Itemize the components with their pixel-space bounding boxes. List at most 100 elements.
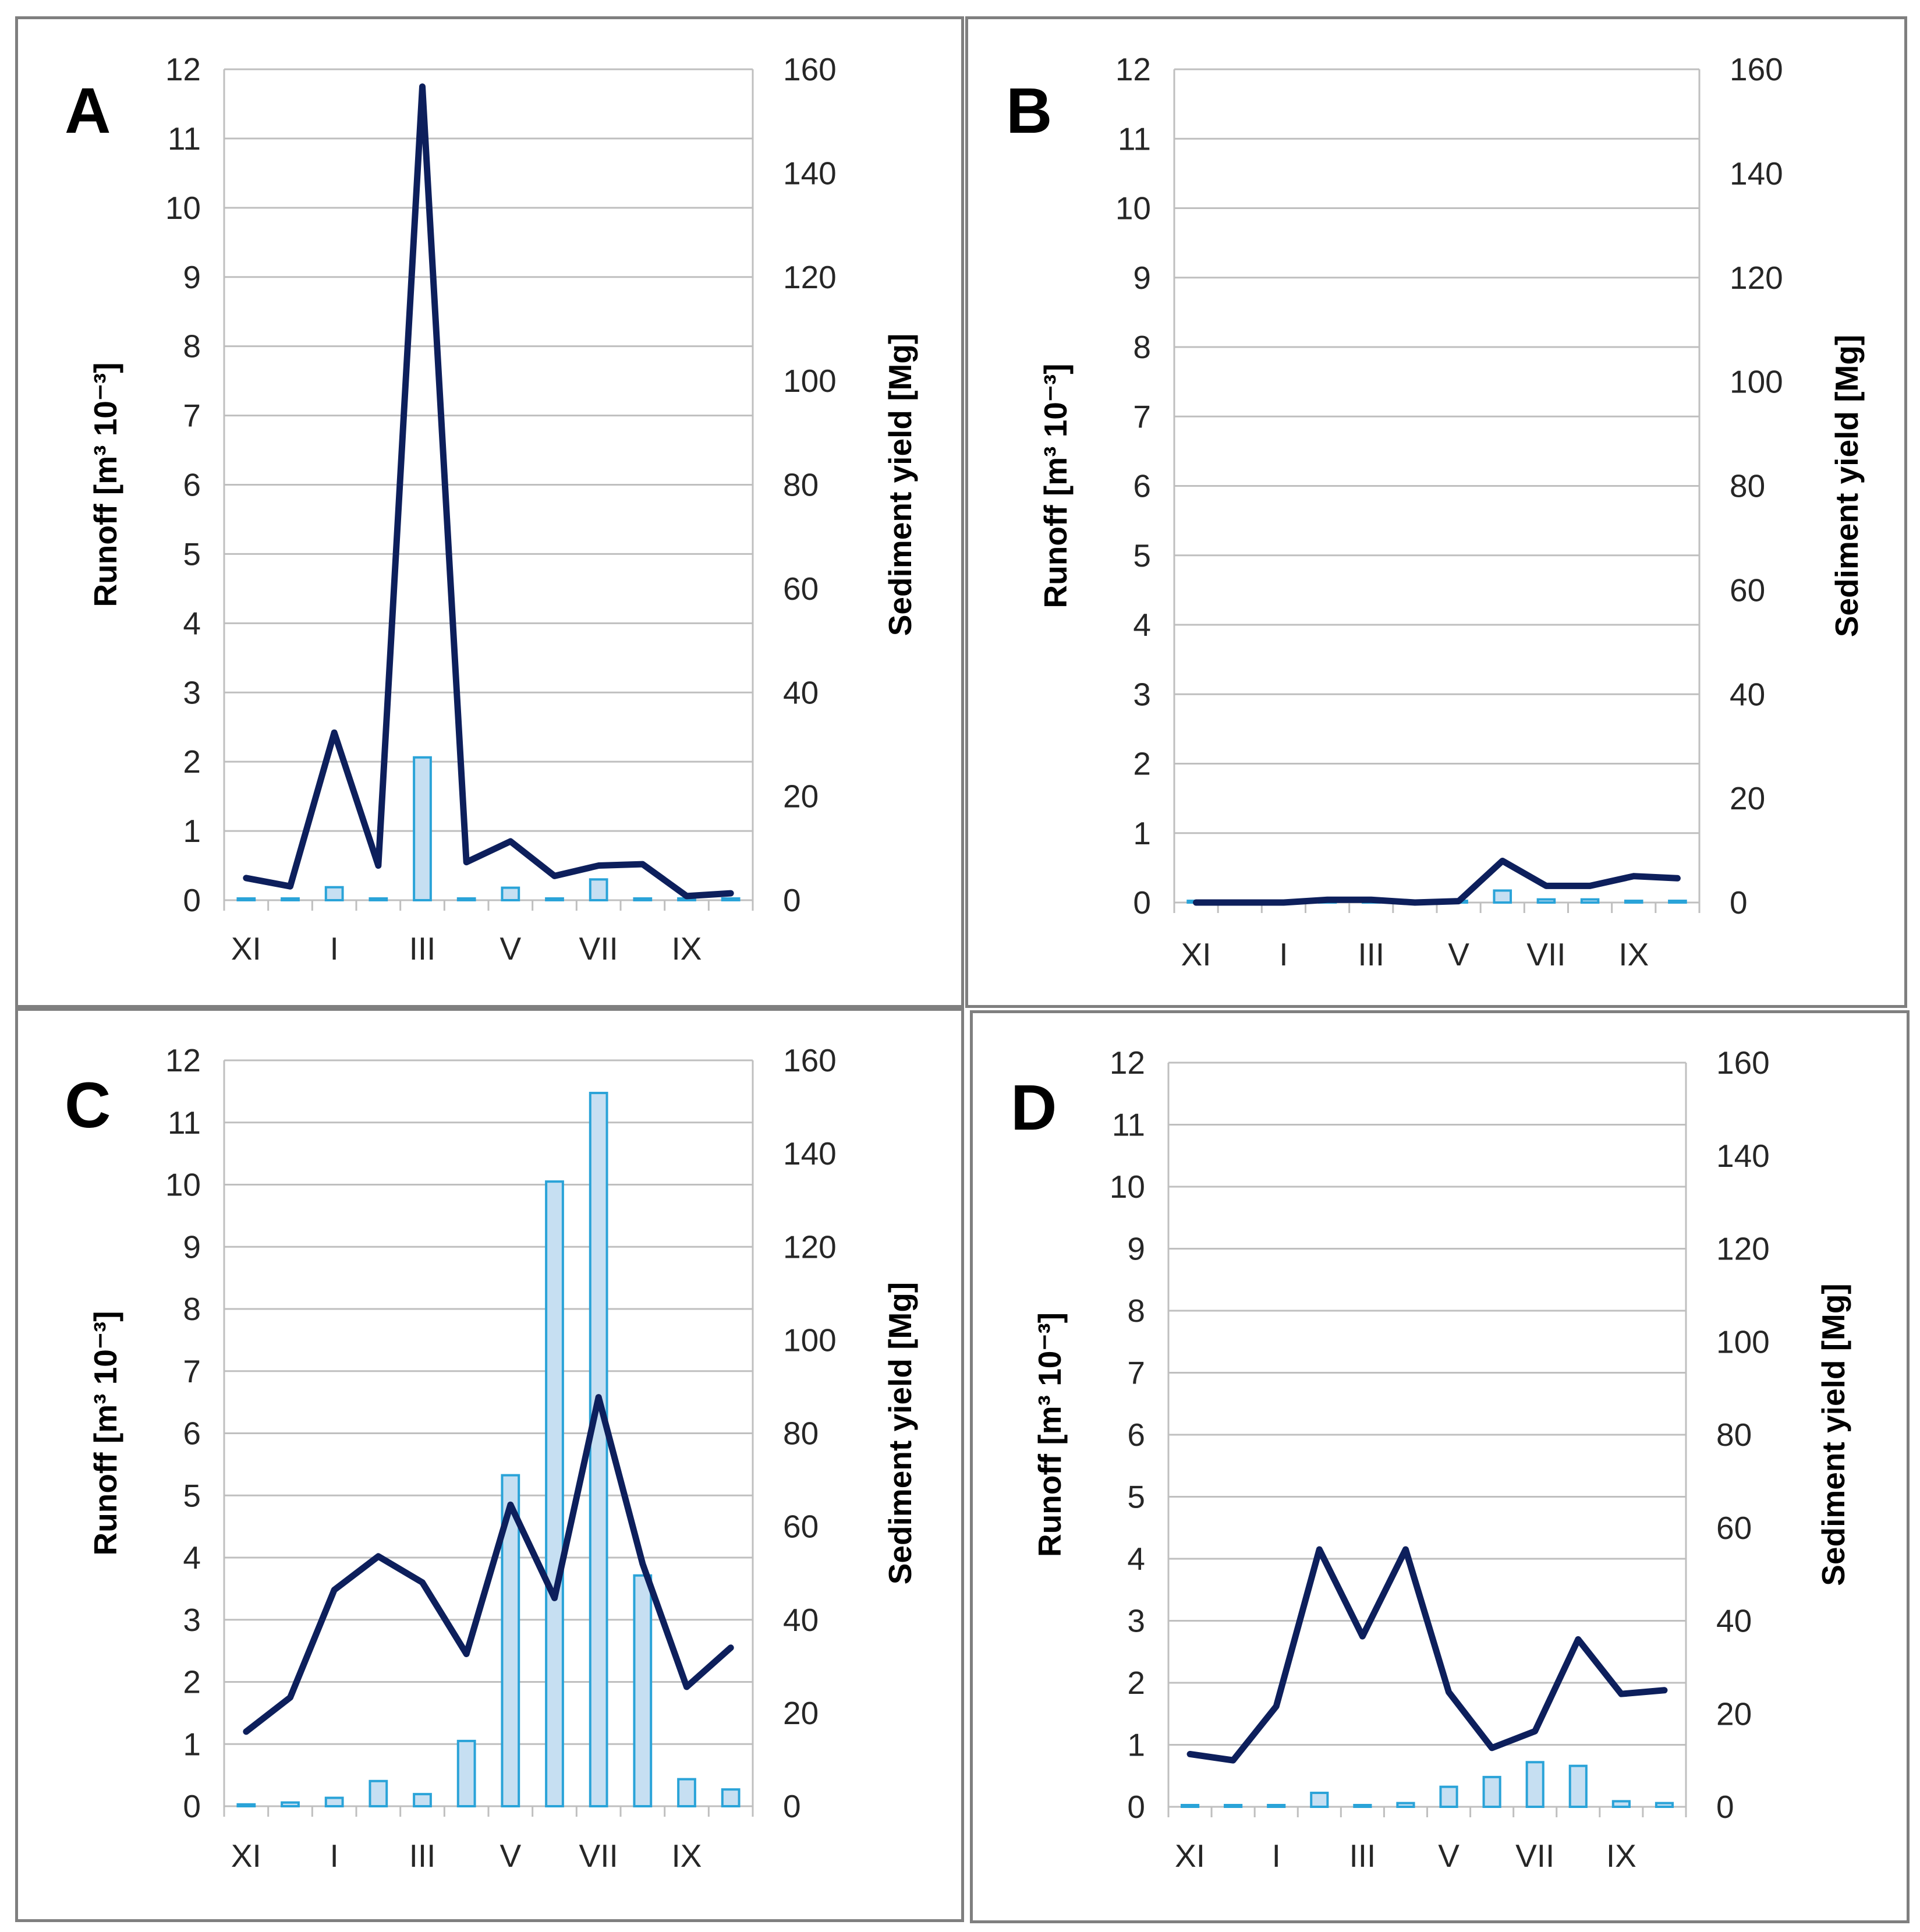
x-tick-label: III: [409, 930, 436, 967]
y2-axis-title: Sediment yield [Mg]: [882, 334, 918, 636]
x-tick-label: IX: [672, 1838, 702, 1874]
y-tick-label: 2: [183, 744, 201, 780]
x-tick-label: I: [1279, 936, 1288, 972]
y2-tick-label: 100: [1730, 364, 1783, 400]
y2-tick-label: 0: [1716, 1789, 1734, 1825]
x-tick-label: XI: [1175, 1838, 1205, 1874]
y2-tick-label: 80: [1730, 468, 1765, 504]
sediment-bar: [1536, 898, 1556, 904]
panel-b: 0 1 2 3 4 5 6 7 8 9 10 11 12 0 20 40 60 80 100 120 140 160 XI I…: [965, 16, 1907, 1008]
sediment-bar: [456, 897, 476, 901]
y2-tick-label: 40: [783, 1602, 819, 1638]
y-tick-label: 11: [168, 1105, 201, 1141]
y2-tick-label: 40: [783, 674, 819, 710]
sediment-bar: [545, 1180, 564, 1808]
y-tick-label: 11: [1118, 121, 1151, 157]
x-tick-label: V: [500, 1838, 521, 1874]
sediment-bar: [1180, 1804, 1200, 1808]
sediment-bar: [677, 1778, 696, 1807]
panel-c: 0 1 2 3 4 5 6 7 8 9 10 11 12 0 20 40 60 80 100 120 140 160 XI I…: [15, 1008, 964, 1922]
y2-tick-label: 160: [783, 51, 837, 87]
y2-tick-label: 140: [783, 155, 837, 191]
y-tick-label: 3: [183, 1602, 201, 1638]
y-tick-label: 10: [165, 190, 201, 226]
y2-tick-label: 100: [783, 363, 837, 399]
y2-tick-label: 140: [1716, 1138, 1770, 1174]
sediment-bar: [281, 897, 300, 901]
y-tick-label: 8: [183, 1291, 201, 1327]
y2-tick-label: 20: [783, 1695, 819, 1731]
y-axis-title: Runoff [m³ 10⁻³]: [1037, 363, 1074, 608]
x-tick-label: VII: [1515, 1838, 1554, 1874]
panel-letter: C: [65, 1070, 111, 1141]
y-tick-label: 11: [168, 121, 201, 157]
y2-tick-label: 160: [783, 1042, 837, 1078]
y2-tick-label: 120: [1730, 260, 1783, 296]
y-tick-label: 0: [1127, 1789, 1145, 1825]
y-tick-label: 5: [1127, 1479, 1145, 1515]
y-tick-label: 1: [1133, 815, 1151, 851]
y-tick-label: 7: [183, 1353, 201, 1389]
sediment-bar: [1493, 889, 1512, 904]
y-tick-label: 10: [165, 1167, 201, 1203]
y-tick-label: 6: [183, 467, 201, 503]
sediment-bar: [721, 897, 741, 901]
x-tick-label: I: [1272, 1838, 1281, 1874]
y-tick-label: 4: [1127, 1541, 1145, 1577]
y2-tick-label: 140: [783, 1135, 837, 1172]
y2-tick-label: 100: [1716, 1324, 1770, 1360]
y-tick-label: 4: [183, 1540, 201, 1576]
y2-axis-title: Sediment yield [Mg]: [1815, 1283, 1851, 1586]
sediment-bar: [633, 897, 653, 901]
y-tick-label: 12: [165, 1042, 201, 1078]
y-tick-label: 5: [183, 1477, 201, 1513]
y2-tick-label: 80: [1716, 1417, 1752, 1453]
sediment-bar: [1525, 1761, 1544, 1808]
y-axis-title: Runoff [m³ 10⁻³]: [87, 1311, 123, 1555]
sediment-bar: [721, 1788, 741, 1807]
y-tick-label: 9: [1133, 260, 1151, 296]
sediment-bar: [501, 886, 520, 901]
y-tick-label: 9: [183, 259, 201, 295]
sediment-bar: [413, 756, 432, 901]
y-tick-label: 10: [1110, 1169, 1145, 1205]
y-tick-label: 7: [1133, 398, 1151, 434]
y-tick-label: 6: [1127, 1417, 1145, 1453]
x-tick-label: III: [409, 1838, 436, 1874]
y-tick-label: 10: [1115, 190, 1151, 227]
sediment-bar: [1310, 1792, 1329, 1808]
y-tick-label: 3: [183, 674, 201, 710]
panel-letter: D: [1011, 1072, 1057, 1144]
y2-tick-label: 40: [1716, 1603, 1752, 1639]
y2-axis-title: Sediment yield [Mg]: [1829, 335, 1865, 638]
y-tick-label: 9: [1127, 1231, 1145, 1267]
sediment-bar: [281, 1801, 300, 1807]
y-tick-label: 1: [183, 813, 201, 849]
y2-axis-title: Sediment yield [Mg]: [882, 1282, 918, 1585]
y-tick-label: 1: [183, 1726, 201, 1762]
x-tick-label: III: [1358, 936, 1384, 972]
runoff-line: [1186, 1546, 1668, 1764]
x-tick-label: VII: [579, 1838, 618, 1874]
sediment-bar: [1353, 1804, 1372, 1808]
x-tick-label: IX: [1618, 936, 1649, 972]
y2-tick-label: 20: [1716, 1696, 1752, 1732]
y-tick-label: 3: [1127, 1603, 1145, 1639]
sediment-bar: [369, 1779, 388, 1807]
y-tick-label: 5: [1133, 537, 1151, 574]
sediment-bar: [1611, 1800, 1631, 1809]
panel-a: 0 1 2 3 4 5 6 7 8 9 10 11 12 0 20 40 60 80 100 120 140 160 XI I…: [15, 16, 964, 1008]
sediment-bar: [589, 1092, 608, 1808]
y2-tick-label: 160: [1716, 1045, 1770, 1081]
y-tick-label: 2: [1127, 1665, 1145, 1701]
sediment-bar: [1439, 1785, 1458, 1809]
y-tick-label: 2: [183, 1664, 201, 1700]
sediment-bar: [1224, 1804, 1243, 1808]
y2-tick-label: 120: [783, 1229, 837, 1265]
y-tick-label: 8: [183, 328, 201, 365]
x-tick-label: VII: [1526, 936, 1565, 972]
y2-tick-label: 40: [1730, 676, 1765, 712]
